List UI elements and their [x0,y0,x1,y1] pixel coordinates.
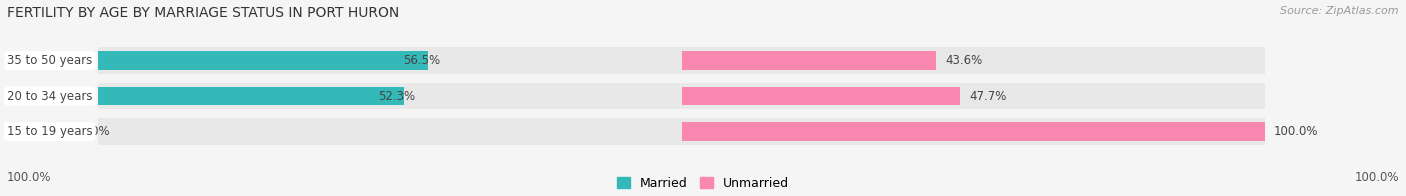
Bar [98,118,682,145]
Bar [98,83,682,109]
Legend: Married, Unmarried: Married, Unmarried [617,177,789,190]
Bar [682,118,1265,145]
Text: 47.7%: 47.7% [969,90,1007,103]
Text: 20 to 34 years: 20 to 34 years [7,90,93,103]
Text: Source: ZipAtlas.com: Source: ZipAtlas.com [1281,6,1399,16]
Bar [682,87,960,105]
Text: 100.0%: 100.0% [7,171,52,184]
Bar [98,87,404,105]
Text: 52.3%: 52.3% [378,90,415,103]
Text: FERTILITY BY AGE BY MARRIAGE STATUS IN PORT HURON: FERTILITY BY AGE BY MARRIAGE STATUS IN P… [7,6,399,20]
Bar [98,51,427,70]
Text: 35 to 50 years: 35 to 50 years [7,54,93,67]
Bar [682,83,1265,109]
Bar [682,122,1265,141]
Bar [98,47,682,74]
Text: 0.0%: 0.0% [80,125,110,138]
Text: 56.5%: 56.5% [402,54,440,67]
Text: 100.0%: 100.0% [1274,125,1319,138]
Bar [682,47,1265,74]
Text: 43.6%: 43.6% [945,54,983,67]
Text: 15 to 19 years: 15 to 19 years [7,125,93,138]
Bar [682,51,936,70]
Text: 100.0%: 100.0% [1354,171,1399,184]
